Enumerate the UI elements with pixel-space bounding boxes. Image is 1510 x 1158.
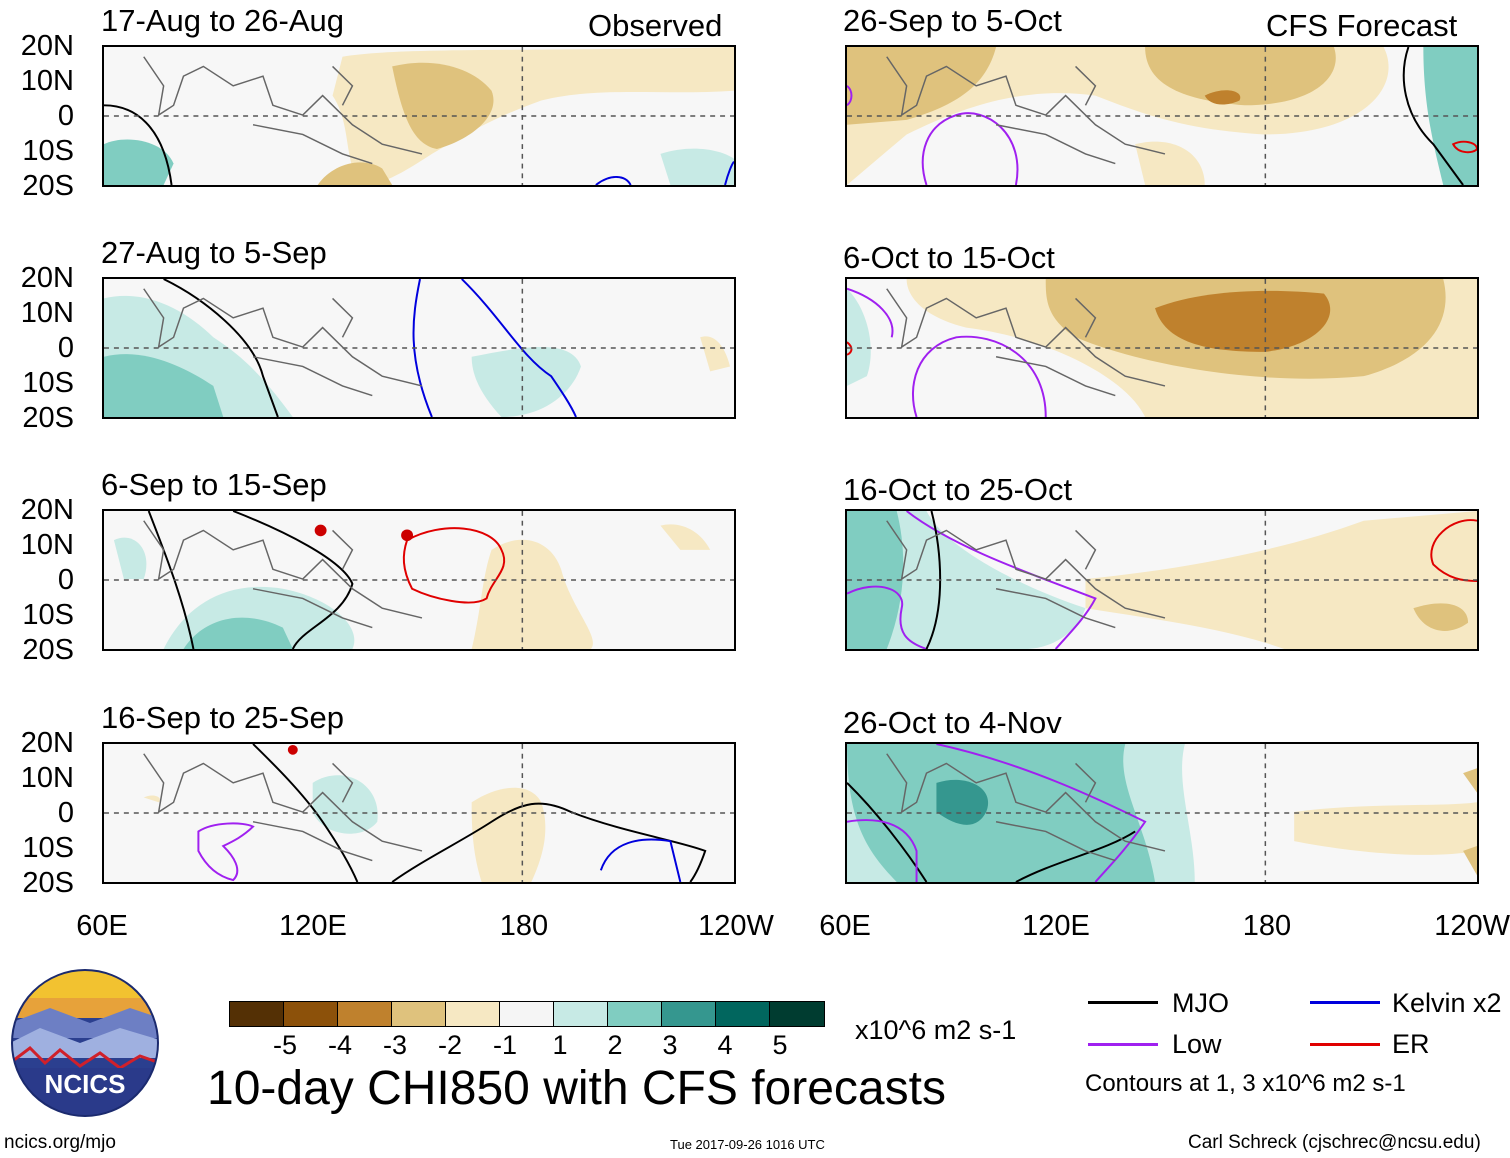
legend-label-mjo: MJO: [1172, 988, 1229, 1018]
footer-url: ncics.org/mjo: [4, 1132, 116, 1153]
logo-text: NCICS: [45, 1069, 126, 1099]
lon-label: 60E: [76, 910, 128, 942]
ncics-logo: NCICS: [10, 968, 160, 1118]
legend-mjo-line: [1088, 1001, 1158, 1004]
legend-label-low: Low: [1172, 1029, 1222, 1059]
lat-label: 10S: [22, 135, 74, 167]
map-panel: [102, 509, 736, 651]
colorbar-swatch: [662, 1002, 716, 1026]
lat-label: 20N: [20, 262, 74, 294]
lat-label: 20S: [22, 170, 74, 202]
lat-label: 0: [57, 332, 74, 364]
colorbar-tick: 4: [717, 1030, 733, 1060]
colorbar-tick: -5: [272, 1030, 298, 1060]
lon-label: 60E: [819, 910, 871, 942]
map-panel: [845, 45, 1479, 187]
lat-label: 20N: [20, 494, 74, 526]
map-panel: [845, 277, 1479, 419]
panel-forecast-label: CFS Forecast: [1266, 8, 1458, 43]
panel-date-range: 16-Sep to 25-Sep: [101, 700, 345, 735]
colorbar-swatch: [716, 1002, 770, 1026]
figure-title: 10-day CHI850 with CFS forecasts: [207, 1062, 946, 1115]
legend-label-er: ER: [1392, 1029, 1430, 1059]
map-panel: [102, 45, 736, 187]
panel-date-range: 26-Sep to 5-Oct: [843, 3, 1062, 38]
panel-observed-label: Observed: [588, 8, 723, 43]
colorbar-tick: 3: [662, 1030, 678, 1060]
lat-label: 20N: [20, 30, 74, 62]
colorbar-tick: 1: [552, 1030, 568, 1060]
colorbar-tick: -2: [437, 1030, 463, 1060]
colorbar-swatch: [500, 1002, 554, 1026]
colorbar-swatch: [392, 1002, 446, 1026]
panel-date-range: 16-Oct to 25-Oct: [843, 472, 1073, 507]
map-panel: [102, 742, 736, 884]
lat-label: 0: [57, 564, 74, 596]
lon-label: 180: [1242, 910, 1292, 942]
lat-label: 20S: [22, 867, 74, 899]
colorbar-ticks: -5 -4 -3 -2 -1 1 2 3 4 5: [229, 1030, 835, 1060]
lat-label: 10S: [22, 367, 74, 399]
panel-date-range: 27-Aug to 5-Sep: [101, 235, 327, 270]
colorbar-swatch: [770, 1002, 824, 1026]
lat-label: 10S: [22, 599, 74, 631]
lon-label: 120W: [1434, 910, 1510, 942]
lat-label: 0: [57, 100, 74, 132]
colorbar-swatch: [446, 1002, 500, 1026]
panel-date-range: 26-Oct to 4-Nov: [843, 705, 1062, 740]
colorbar-swatch: [230, 1002, 284, 1026]
legend-contour-note: Contours at 1, 3 x10^6 m2 s-1: [1085, 1070, 1406, 1097]
lon-label: 180: [499, 910, 549, 942]
colorbar: [229, 1001, 825, 1027]
legend-kelvin-line: [1310, 1001, 1380, 1004]
lat-label: 10N: [20, 65, 74, 97]
lon-label: 120W: [698, 910, 774, 942]
footer-timestamp: Tue 2017-09-26 1016 UTC: [670, 1137, 825, 1152]
colorbar-tick: -3: [382, 1030, 408, 1060]
colorbar-tick: 2: [607, 1030, 623, 1060]
colorbar-tick: -1: [492, 1030, 518, 1060]
lon-label: 120E: [1022, 910, 1090, 942]
colorbar-swatch: [284, 1002, 338, 1026]
map-panel: [845, 742, 1479, 884]
legend-label-kelvin: Kelvin x2: [1392, 988, 1502, 1018]
panel-date-range: 6-Sep to 15-Sep: [101, 467, 327, 502]
colorbar-tick: 5: [772, 1030, 788, 1060]
lat-label: 20N: [20, 727, 74, 759]
map-panel: [845, 509, 1479, 651]
colorbar-swatch: [608, 1002, 662, 1026]
panel-date-range: 17-Aug to 26-Aug: [101, 3, 345, 38]
legend-er-line: [1310, 1043, 1380, 1046]
lat-label: 10N: [20, 297, 74, 329]
lat-label: 20S: [22, 634, 74, 666]
lon-label: 120E: [279, 910, 347, 942]
colorbar-swatch: [554, 1002, 608, 1026]
lat-label: 0: [57, 797, 74, 829]
colorbar-swatch: [338, 1002, 392, 1026]
footer-author: Carl Schreck (cjschrec@ncsu.edu): [1188, 1132, 1481, 1153]
panel-date-range: 6-Oct to 15-Oct: [843, 240, 1055, 275]
legend-low-line: [1088, 1043, 1158, 1046]
lat-label: 10N: [20, 529, 74, 561]
lat-label: 10S: [22, 832, 74, 864]
lat-label: 10N: [20, 762, 74, 794]
colorbar-tick: -4: [327, 1030, 353, 1060]
lat-label: 20S: [22, 402, 74, 434]
colorbar-units: x10^6 m2 s-1: [855, 1015, 1017, 1045]
map-panel: [102, 277, 736, 419]
